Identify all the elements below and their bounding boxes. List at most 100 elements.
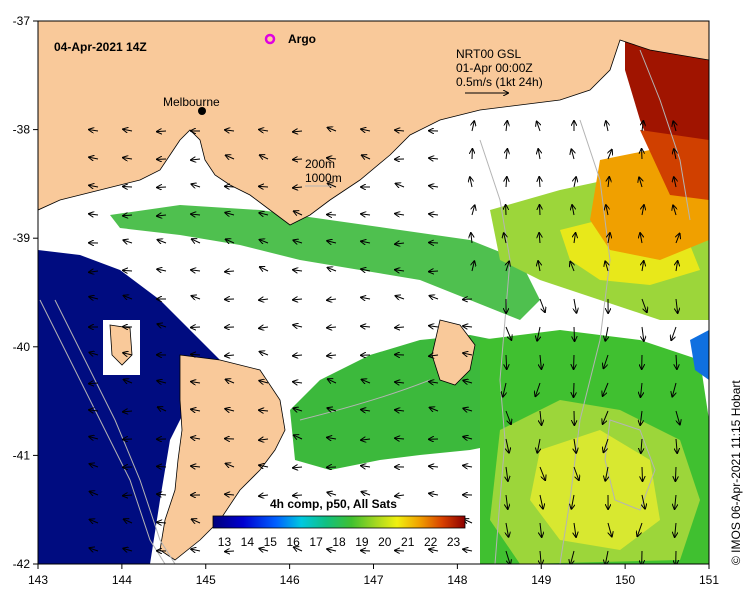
current-arrow-icon [429,271,439,272]
current-arrow-icon [642,121,643,132]
current-arrow-icon [293,325,303,327]
current-arrow-icon [123,158,133,159]
current-arrow-icon [225,409,235,411]
current-arrow-icon [327,299,337,300]
colorbar-tick-label: 16 [287,535,301,549]
current-arrow-icon [429,326,439,327]
current-arrow-icon [395,550,405,551]
current-arrow-icon [90,520,99,523]
current-arrow-icon [505,326,511,340]
current-scale: 0.5m/s (1kt 24h) [456,75,543,89]
current-arrow-icon [361,410,371,411]
current-arrow-icon [191,549,201,551]
current-arrow-icon [361,326,371,327]
current-arrow-icon [89,352,99,355]
current-arrow-icon [603,382,609,396]
x-tick-label: 143 [28,573,48,587]
current-arrow-icon [539,298,545,312]
current-arrow-icon [90,464,99,467]
current-arrow-icon [191,184,201,187]
current-arrow-icon [463,549,473,551]
argo-label: Argo [288,32,316,46]
current-arrow-icon [225,355,235,356]
current-arrow-icon [538,149,540,160]
current-arrow-icon [506,121,507,132]
current-arrow-icon [540,522,542,537]
current-arrow-icon [361,466,371,467]
current-arrow-icon [463,437,473,439]
current-arrow-icon [89,214,99,215]
current-arrow-icon [539,466,545,480]
current-arrow-icon [157,381,167,383]
current-arrow-icon [192,296,201,299]
current-arrow-icon [674,149,676,160]
current-arrow-icon [640,233,642,244]
current-arrow-icon [640,382,642,397]
current-arrow-icon [538,261,540,272]
current-arrow-icon [429,549,439,551]
current-arrow-icon [361,241,371,243]
current-arrow-icon [537,122,540,132]
current-arrow-icon [506,522,508,537]
current-arrow-icon [226,155,235,159]
current-arrow-icon [89,437,99,439]
current-arrow-icon [157,215,167,216]
current-arrow-icon [293,408,303,411]
current-arrow-icon [362,492,371,495]
current-arrow-icon [608,233,610,244]
current-arrow-icon [225,186,235,187]
x-tick-label: 150 [615,573,635,587]
current-arrow-icon [574,233,575,244]
current-arrow-icon [362,380,371,383]
current-arrow-icon [124,519,133,523]
current-arrow-icon [506,438,509,453]
x-tick-label: 147 [363,573,383,587]
current-arrow-icon [506,261,509,272]
current-arrow-icon [673,121,676,132]
current-arrow-icon [226,464,235,467]
current-arrow-icon [259,381,269,383]
bathymetry-contours [39,49,691,564]
current-arrow-icon [429,186,439,187]
current-arrow-icon [259,299,269,300]
current-arrow-icon [574,522,576,537]
current-arrow-icon [430,408,439,411]
credit-text: © IMOS 06-Apr-2021 11:15 Hobart [729,380,743,565]
current-arrow-icon [472,121,474,132]
current-arrow-icon [641,298,647,312]
current-arrow-icon [191,382,201,383]
current-arrow-icon [225,130,235,131]
contour-200m: 200m [305,157,335,171]
current-arrow-icon [89,130,99,131]
current-arrow-icon [191,437,201,439]
current-arrow-icon [361,269,371,271]
current-arrow-icon [328,268,337,271]
current-arrow-icon [430,296,439,299]
current-arrow-icon [157,494,167,495]
current-arrow-icon [535,382,541,396]
current-arrow-icon [225,213,235,215]
current-arrow-icon [259,327,269,328]
current-arrow-icon [361,550,371,551]
current-arrow-icon [676,354,677,369]
current-arrow-icon [642,261,644,272]
x-tick-label: 144 [112,573,132,587]
current-arrow-icon [537,438,540,453]
current-arrow-icon [506,149,507,160]
current-arrow-icon [540,410,541,425]
current-arrow-icon [260,352,269,355]
current-arrow-icon [429,214,439,215]
current-arrow-icon [328,128,337,131]
current-arrow-icon [506,466,508,481]
current-arrow-icon [672,382,676,397]
current-arrow-icon [675,410,680,424]
current-arrow-icon [293,240,303,243]
current-arrow-icon [674,177,676,188]
current-arrow-icon [574,177,576,188]
current-arrow-icon [123,548,133,551]
current-arrow-icon [608,150,612,160]
current-arrow-icon [463,326,473,327]
current-arrow-icon [396,296,405,299]
current-arrow-icon [572,205,574,216]
